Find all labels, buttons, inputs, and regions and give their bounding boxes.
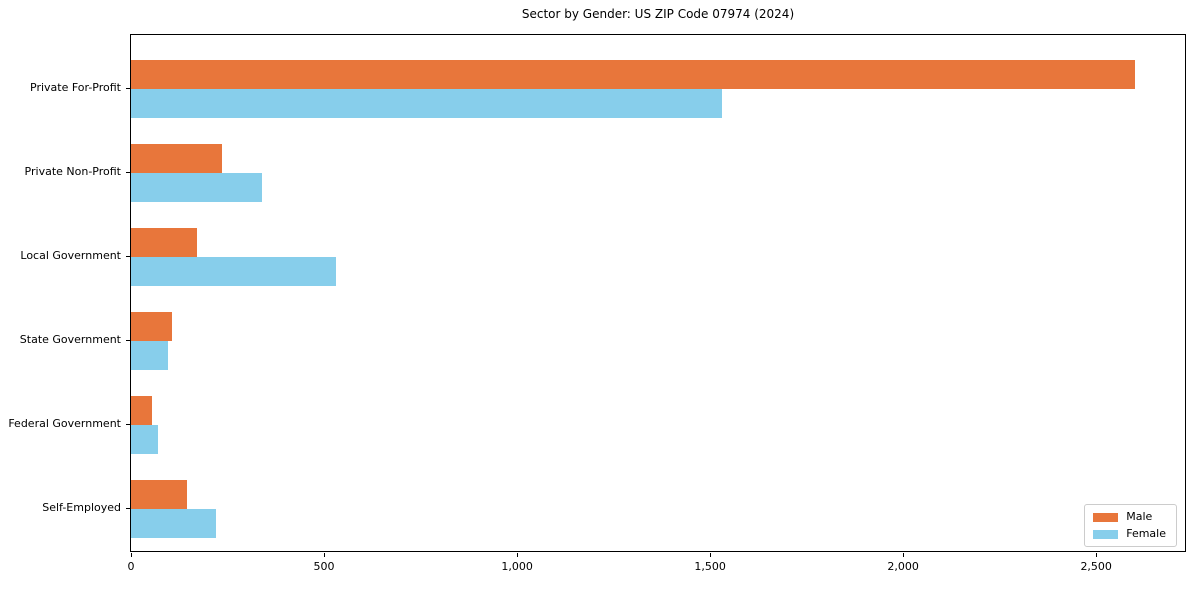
y-tick-label: Self-Employed: [42, 501, 121, 514]
chart-title: Sector by Gender: US ZIP Code 07974 (202…: [521, 7, 795, 21]
y-tick-label: Federal Government: [8, 417, 121, 430]
bar-female-5: [131, 509, 216, 538]
x-tick-mark: [324, 553, 326, 557]
legend-swatch-female: [1093, 529, 1119, 539]
bar-male-1: [131, 144, 222, 173]
bar-male-5: [131, 480, 187, 509]
x-tick-mark: [710, 553, 712, 557]
bar-female-1: [131, 173, 263, 202]
legend-swatch-male: [1093, 512, 1119, 522]
x-tick-label: 500: [313, 560, 335, 573]
legend: Male Female: [1084, 504, 1177, 547]
bar-female-3: [131, 341, 168, 370]
x-tick-mark: [517, 553, 519, 557]
x-tick-mark: [903, 553, 905, 557]
x-tick-label: 1,500: [694, 560, 726, 573]
plot-area: Male Female: [130, 34, 1186, 552]
x-tick-label: 0: [127, 560, 135, 573]
bar-male-0: [131, 60, 1135, 89]
y-tick-mark: [126, 508, 130, 509]
y-tick-label: Private Non-Profit: [24, 165, 121, 178]
bar-male-4: [131, 396, 153, 425]
y-tick-mark: [126, 172, 130, 173]
y-tick-mark: [126, 256, 130, 257]
bar-female-4: [131, 425, 159, 454]
y-tick-mark: [126, 424, 130, 425]
legend-label-female: Female: [1126, 527, 1166, 540]
y-tick-label: Private For-Profit: [30, 81, 121, 94]
legend-entry-male: Male: [1093, 511, 1166, 523]
bar-female-0: [131, 89, 722, 118]
x-tick-label: 1,000: [501, 560, 533, 573]
x-tick-mark: [131, 553, 132, 557]
y-tick-label: State Government: [19, 333, 121, 346]
x-tick-label: 2,500: [1080, 560, 1112, 573]
x-tick-label: 2,000: [887, 560, 919, 573]
legend-label-male: Male: [1126, 510, 1153, 523]
bar-female-2: [131, 257, 336, 286]
bar-male-3: [131, 312, 172, 341]
legend-entry-female: Female: [1093, 528, 1166, 540]
x-tick-mark: [1096, 553, 1098, 557]
bar-male-2: [131, 228, 197, 257]
y-tick-label: Local Government: [20, 249, 121, 262]
y-tick-mark: [126, 340, 130, 341]
y-tick-mark: [126, 88, 130, 89]
